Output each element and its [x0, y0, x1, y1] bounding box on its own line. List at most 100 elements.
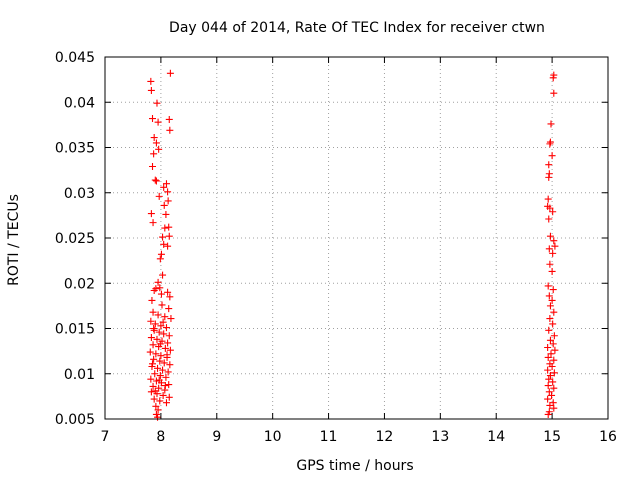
- data-point: [150, 325, 158, 332]
- data-point: [164, 368, 172, 376]
- data-point: [161, 382, 169, 390]
- data-point: [161, 224, 169, 232]
- data-points: [146, 69, 559, 421]
- data-point: [150, 355, 158, 363]
- data-point: [548, 152, 556, 160]
- data-point: [149, 308, 157, 316]
- grid: [105, 57, 608, 419]
- data-point: [550, 237, 558, 245]
- data-point: [164, 188, 172, 196]
- data-point: [548, 296, 556, 304]
- data-point: [165, 332, 173, 340]
- data-point: [157, 290, 165, 298]
- data-point: [550, 332, 558, 340]
- data-point: [161, 386, 169, 394]
- data-point: [150, 326, 158, 334]
- data-point: [165, 305, 173, 313]
- data-point: [155, 376, 163, 384]
- data-point: [162, 210, 170, 218]
- data-point: [545, 326, 553, 334]
- data-point: [150, 150, 158, 158]
- data-point: [153, 99, 161, 107]
- data-point: [156, 357, 164, 365]
- data-point: [147, 317, 155, 325]
- data-point: [154, 278, 162, 286]
- data-point: [152, 402, 160, 410]
- chart-title: Day 044 of 2014, Rate Of TEC Index for r…: [169, 20, 545, 36]
- data-point: [544, 410, 552, 418]
- data-point: [549, 378, 557, 386]
- data-point: [164, 339, 172, 347]
- data-point: [545, 161, 553, 169]
- data-point: [147, 210, 155, 218]
- data-point: [160, 201, 168, 209]
- data-point: [166, 293, 174, 301]
- data-point: [164, 288, 172, 296]
- data-point: [157, 352, 165, 360]
- x-tick-label: 10: [264, 429, 282, 445]
- data-point: [549, 249, 557, 257]
- data-point: [151, 320, 159, 328]
- data-point: [162, 399, 170, 407]
- data-point: [545, 375, 553, 383]
- data-point: [550, 369, 558, 377]
- data-point: [166, 361, 174, 369]
- data-point: [545, 245, 553, 253]
- data-point: [550, 404, 558, 412]
- data-point: [154, 413, 162, 421]
- data-point: [163, 351, 171, 359]
- x-tick-label: 11: [320, 429, 338, 445]
- data-point: [157, 250, 165, 258]
- data-point: [166, 69, 174, 77]
- data-point: [165, 115, 173, 123]
- data-point: [545, 170, 553, 178]
- data-point: [151, 370, 159, 378]
- data-point: [549, 208, 557, 216]
- data-point: [147, 77, 155, 85]
- data-point: [159, 366, 167, 374]
- x-tick-label: 13: [431, 429, 449, 445]
- data-point: [544, 366, 552, 374]
- data-point: [546, 232, 554, 240]
- data-point: [546, 372, 554, 380]
- data-point: [162, 180, 170, 188]
- data-point: [148, 296, 156, 304]
- data-point: [545, 215, 553, 223]
- x-tick-label: 7: [101, 429, 110, 445]
- data-point: [549, 286, 557, 294]
- data-point: [147, 388, 155, 396]
- data-point: [149, 382, 157, 390]
- x-tick-label: 12: [376, 429, 394, 445]
- y-tick-label: 0.045: [55, 50, 95, 66]
- data-point: [544, 195, 552, 203]
- y-axis-label: ROTI / TECUs: [6, 194, 22, 286]
- data-point: [154, 311, 162, 319]
- data-point: [150, 134, 158, 142]
- x-tick-label: 9: [212, 429, 221, 445]
- data-point: [151, 387, 159, 395]
- data-point: [159, 271, 167, 279]
- data-point: [546, 140, 554, 148]
- data-point: [548, 363, 556, 371]
- data-point: [546, 401, 554, 409]
- data-point: [152, 139, 160, 147]
- data-point: [546, 260, 554, 268]
- data-point: [166, 346, 174, 354]
- data-point: [165, 393, 173, 401]
- axis-ticks: 7 8 9 10 11 12 13 14 15 16 0.005 0.01 0.015 0.02 0.025…: [55, 50, 617, 445]
- data-point: [152, 177, 160, 185]
- data-point: [153, 335, 161, 343]
- data-point: [147, 334, 155, 342]
- data-point: [165, 232, 173, 240]
- data-point: [156, 397, 164, 405]
- data-point: [149, 219, 157, 227]
- data-point: [544, 395, 552, 403]
- data-point: [147, 375, 155, 383]
- data-point: [152, 350, 160, 358]
- data-point: [546, 315, 554, 323]
- data-point: [544, 282, 552, 290]
- plot-frame: [104, 56, 609, 420]
- x-tick-label: 16: [599, 429, 617, 445]
- data-point: [544, 382, 552, 390]
